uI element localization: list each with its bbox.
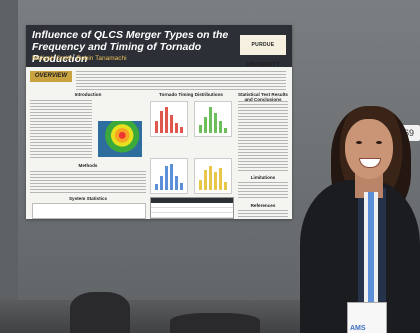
background-person-legs: [70, 292, 130, 333]
statistical-results-text: [238, 101, 288, 171]
overview-label: OVERVIEW: [30, 71, 72, 82]
poster-title: Influence of QLCS Merger Types on the Fr…: [32, 29, 229, 65]
presenter-eye: [356, 141, 362, 144]
references-heading: References: [250, 203, 276, 208]
presenter-face: [345, 119, 393, 179]
university-logo: PURDUE UNIVERSITY: [240, 35, 286, 68]
poster-header: Influence of QLCS Merger Types on the Fr…: [26, 25, 292, 68]
poster-board-edge: [0, 0, 18, 333]
tornado-timing-heading: Tornado Timing Distributions: [159, 92, 223, 97]
research-poster: Influence of QLCS Merger Types on the Fr…: [26, 25, 292, 219]
methods-heading: Methods: [78, 163, 98, 168]
poster-authors: Maliyah Smith, Robin Tanamachi: [32, 55, 127, 62]
statistical-results-heading: Statistical Test Results and Conclusions: [238, 92, 288, 102]
background-person-legs: [170, 313, 260, 333]
limitations-text: [238, 182, 288, 200]
presenter-eye: [376, 141, 382, 144]
introduction-heading: Introduction: [74, 92, 102, 97]
references-text: [238, 210, 288, 218]
system-statistics-heading: System Statistics: [68, 196, 108, 201]
histogram-blue: [150, 158, 188, 194]
name-badge: AMS: [347, 302, 387, 333]
histogram-green: [194, 101, 232, 137]
introduction-text: [30, 100, 92, 158]
radar-image: [98, 121, 142, 157]
limitations-heading: Limitations: [250, 175, 276, 180]
merger-type-table: [150, 197, 234, 219]
histogram-red: [150, 101, 188, 137]
methods-text: [30, 171, 146, 193]
lanyard: [364, 192, 378, 310]
overview-text-block: [76, 71, 286, 91]
system-statistics-table: [32, 203, 146, 219]
histogram-yellow: [194, 158, 232, 194]
badge-logo-icon: AMS: [350, 325, 366, 332]
